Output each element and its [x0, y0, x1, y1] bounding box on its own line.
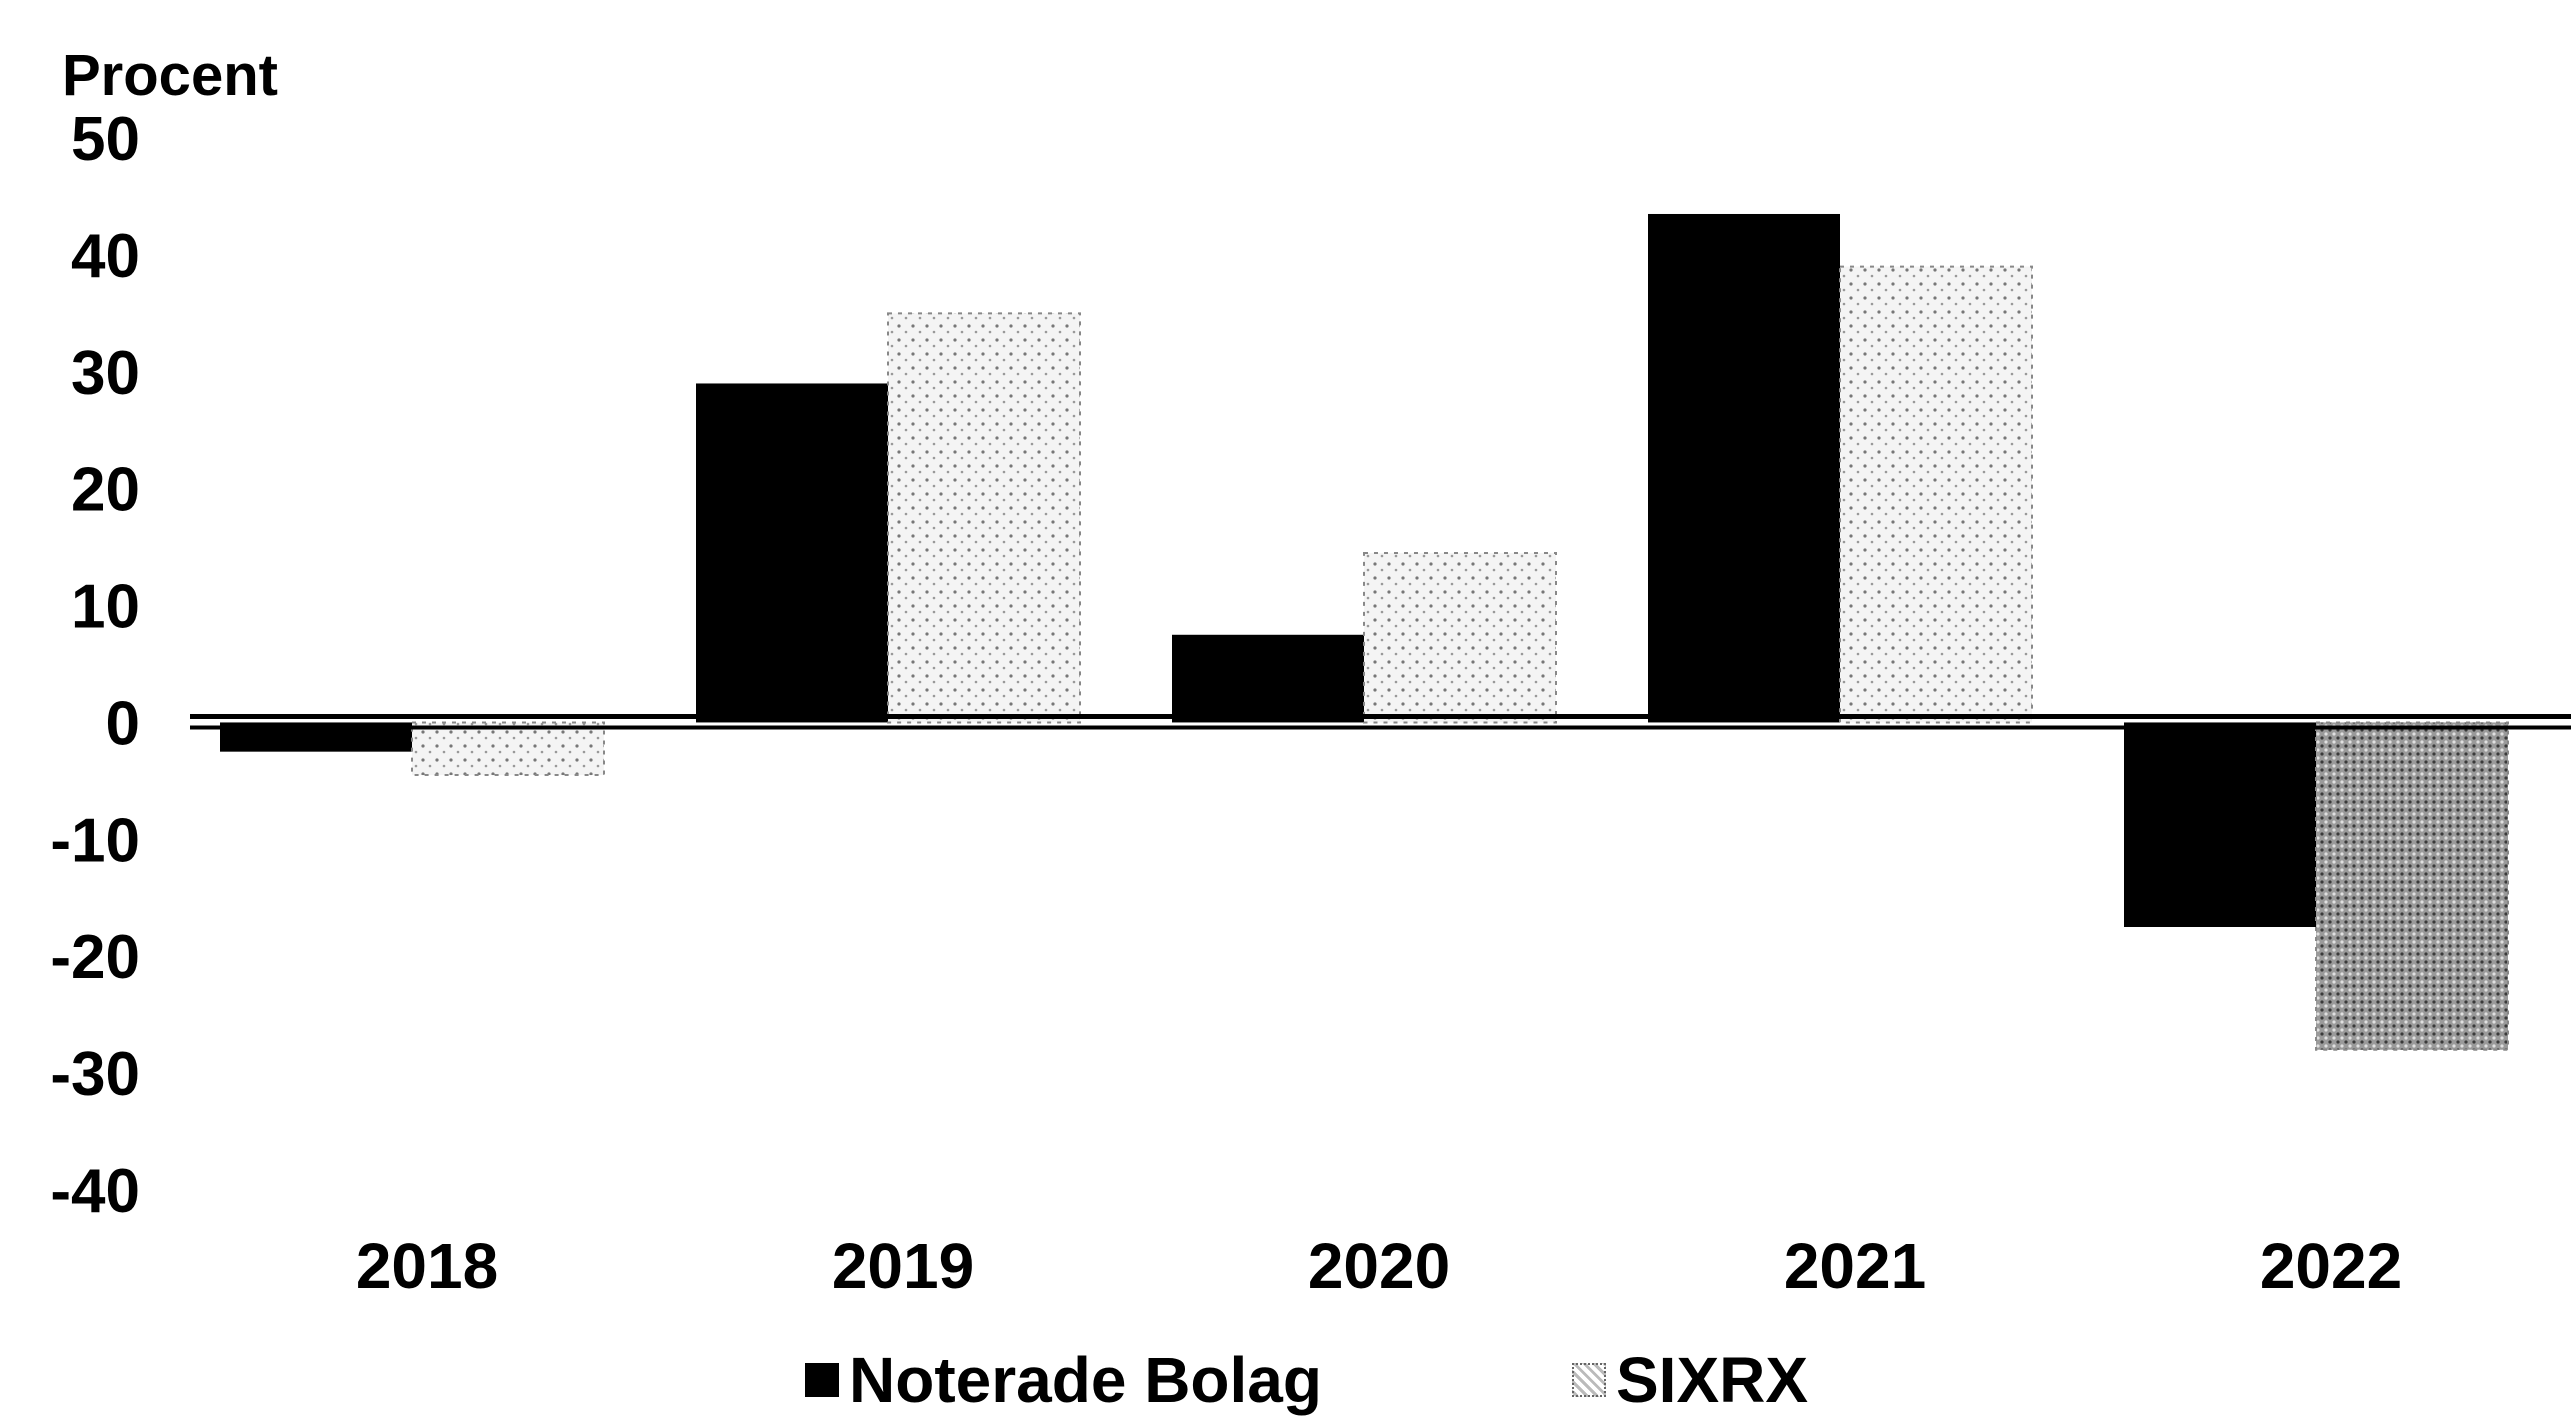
legend-item-sixrx: SIXRX [1571, 1343, 1809, 1417]
bar-noterade-bolag-2019 [696, 383, 888, 723]
bar-sixrx-2022 [2315, 721, 2509, 1051]
bar-sixrx-2018 [411, 721, 605, 777]
x-category-label: 2021 [1784, 1230, 1926, 1302]
bar-noterade-bolag-2020 [1172, 634, 1364, 723]
x-category-label: 2022 [2260, 1230, 2402, 1302]
y-tick-label: -20 [50, 923, 140, 992]
y-tick-label: -10 [50, 806, 140, 875]
x-category-label: 2018 [356, 1230, 498, 1302]
bar-noterade-bolag-2022 [2124, 722, 2316, 927]
y-tick-label: 40 [71, 222, 140, 291]
legend-swatch-noterade-bolag [805, 1363, 839, 1397]
y-tick-label: -30 [50, 1040, 140, 1109]
legend-label-noterade-bolag: Noterade Bolag [849, 1344, 1322, 1416]
y-tick-label: 30 [71, 339, 140, 408]
legend: Noterade Bolag SIXRX [805, 1343, 2058, 1417]
bar-noterade-bolag-2021 [1648, 213, 1840, 723]
x-axis-categories: 2018 2019 2020 2021 2022 [356, 1230, 2402, 1302]
legend-item-noterade-bolag: Noterade Bolag [805, 1343, 1322, 1417]
zero-line [190, 713, 2571, 730]
y-tick-label: 20 [71, 456, 140, 525]
bar-sixrx-2019 [887, 312, 1081, 724]
x-category-label: 2020 [1308, 1230, 1450, 1302]
bar-sixrx-2021 [1839, 265, 2033, 724]
y-tick-label: 50 [71, 105, 140, 174]
bar-sixrx-2020 [1363, 551, 1557, 724]
legend-label-sixrx: SIXRX [1615, 1344, 1809, 1416]
y-tick-label: 0 [106, 689, 140, 758]
y-axis-ticks: 50 40 30 20 10 0 -10 -20 -30 -40 [50, 105, 140, 1226]
x-category-label: 2019 [832, 1230, 974, 1302]
y-tick-label: -40 [50, 1157, 140, 1226]
y-tick-label: 10 [71, 573, 140, 642]
bars [220, 213, 2509, 1051]
y-axis-label: Procent [62, 43, 278, 108]
legend-swatch-sixrx [1571, 1363, 1606, 1397]
